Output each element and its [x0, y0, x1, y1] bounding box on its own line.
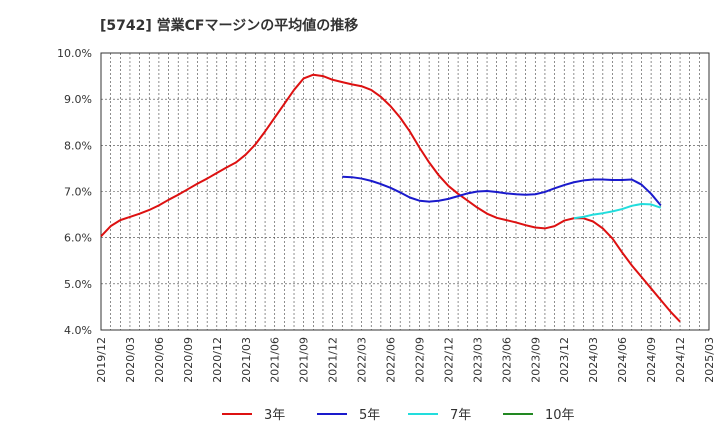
y-tick-label: 8.0%: [64, 139, 92, 152]
x-tick-label: 2023/09: [529, 337, 542, 383]
y-tick-label: 9.0%: [64, 93, 92, 106]
y-tick-label: 6.0%: [64, 232, 92, 245]
y-tick-label: 7.0%: [64, 186, 92, 199]
x-tick-label: 2024/09: [645, 337, 658, 383]
plot-area: [100, 52, 710, 331]
x-tick-label: 2023/03: [471, 337, 484, 383]
x-tick-label: 2022/03: [356, 337, 369, 383]
x-tick-label: 2021/03: [240, 337, 253, 383]
x-tick-label: 2024/03: [587, 337, 600, 383]
x-tick-label: 2022/06: [385, 337, 398, 383]
x-tick-label: 2022/12: [442, 337, 455, 383]
series-line-1: [342, 175, 662, 206]
y-tick-label: 10.0%: [57, 47, 92, 60]
x-tick-label: 2020/12: [211, 337, 224, 383]
x-tick-label: 2023/06: [500, 337, 513, 383]
legend-label-0: 3年: [264, 408, 285, 423]
chart-title: [5742] 営業CFマージンの平均値の推移: [100, 17, 358, 34]
y-tick-label: 5.0%: [64, 278, 92, 291]
x-tick-label: 2024/12: [674, 337, 687, 383]
x-tick-label: 2023/12: [558, 337, 571, 383]
x-tick-label: 2022/09: [413, 337, 426, 383]
series-line-0: [100, 73, 681, 323]
x-tick-label: 2019/12: [95, 337, 108, 383]
x-tick-label: 2024/06: [616, 337, 629, 383]
legend-label-3: 10年: [545, 408, 575, 423]
series-line-2: [573, 202, 662, 220]
series-lines: [100, 73, 681, 323]
y-tick-label: 4.0%: [64, 324, 92, 337]
x-tick-label: 2020/06: [153, 337, 166, 383]
x-tick-label: 2025/03: [703, 337, 716, 383]
legend: 3年 5年 7年 10年: [222, 408, 575, 423]
x-tick-label: 2021/12: [327, 337, 340, 383]
y-axis: 4.0% 5.0% 6.0% 7.0% 8.0% 9.0% 10.0%: [57, 47, 92, 337]
x-tick-label: 2021/06: [269, 337, 282, 383]
x-tick-label: 2020/03: [124, 337, 137, 383]
grid-lines: [101, 53, 709, 330]
legend-label-1: 5年: [359, 408, 380, 423]
x-axis: 2019/12 2020/03 2020/06 2020/09 2020/12 2021/…: [95, 337, 716, 383]
x-tick-label: 2021/09: [298, 337, 311, 383]
legend-label-2: 7年: [450, 408, 471, 423]
x-tick-label: 2020/09: [182, 337, 195, 383]
